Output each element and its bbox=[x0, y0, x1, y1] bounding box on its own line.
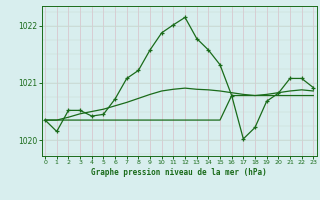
X-axis label: Graphe pression niveau de la mer (hPa): Graphe pression niveau de la mer (hPa) bbox=[91, 168, 267, 177]
